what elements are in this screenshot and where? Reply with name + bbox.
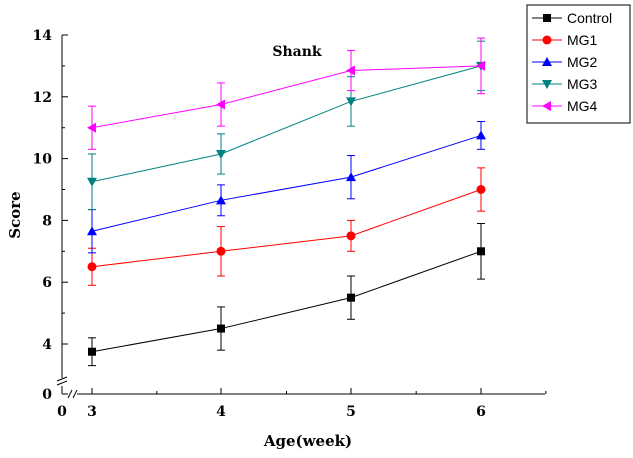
data-point-control bbox=[347, 293, 355, 302]
markers-layer bbox=[87, 60, 486, 356]
legend-item-control: Control bbox=[532, 10, 612, 26]
data-point-mg2 bbox=[87, 226, 97, 236]
data-point-control bbox=[88, 347, 96, 356]
legend-label: MG3 bbox=[567, 76, 598, 92]
legend-item-mg3: MG3 bbox=[532, 76, 598, 92]
x-tick-label: 4 bbox=[216, 404, 226, 420]
x-break-tick-label: 0 bbox=[57, 404, 67, 420]
series-lines-layer bbox=[91, 65, 482, 353]
x-tick-label: 6 bbox=[476, 404, 486, 420]
legend-label: MG2 bbox=[567, 54, 598, 70]
series-line-mg4 bbox=[91, 65, 482, 129]
data-point-mg3 bbox=[87, 177, 97, 187]
legend-label: MG1 bbox=[567, 32, 598, 48]
series-line-mg2 bbox=[91, 134, 482, 232]
series-line-mg3 bbox=[91, 65, 482, 183]
y-tick-label: 14 bbox=[33, 28, 53, 44]
y-break-tick-label: 0 bbox=[42, 387, 52, 403]
x-tick-label: 5 bbox=[346, 404, 356, 420]
x-axis-break-mark bbox=[72, 389, 78, 399]
data-point-mg4 bbox=[346, 65, 355, 76]
legend: Control MG1 MG2 MG3 MG4 bbox=[532, 10, 612, 114]
data-point-control bbox=[477, 247, 485, 256]
y-tick-label: 4 bbox=[42, 337, 52, 353]
data-point-mg4 bbox=[87, 122, 96, 133]
data-point-mg2 bbox=[476, 130, 486, 140]
data-point-control bbox=[217, 324, 225, 333]
legend-item-mg2: MG2 bbox=[532, 54, 598, 70]
y-axis-break-mark bbox=[56, 380, 68, 386]
data-point-mg3 bbox=[216, 149, 226, 159]
legend-label: Control bbox=[567, 10, 612, 26]
legend-marker-mg3 bbox=[542, 80, 552, 89]
data-point-mg3 bbox=[346, 97, 356, 107]
y-tick-label: 6 bbox=[42, 275, 52, 291]
data-point-mg4 bbox=[216, 99, 225, 110]
chart-annotation: Shank bbox=[272, 44, 322, 60]
legend-item-mg1: MG1 bbox=[532, 32, 598, 48]
y-axis-title: Score bbox=[6, 191, 24, 238]
legend-marker-mg1 bbox=[542, 35, 552, 45]
data-point-mg4 bbox=[476, 60, 485, 71]
y-tick-label: 12 bbox=[33, 90, 52, 106]
legend-marker-mg4 bbox=[542, 101, 551, 111]
data-point-mg2 bbox=[346, 172, 356, 182]
series-line-mg1 bbox=[91, 189, 482, 268]
legend-marker-mg2 bbox=[542, 57, 552, 66]
legend-marker-control bbox=[543, 14, 551, 22]
legend-label: MG4 bbox=[567, 98, 598, 114]
legend-item-mg4: MG4 bbox=[532, 98, 598, 114]
data-point-mg1 bbox=[216, 246, 226, 256]
x-axis-title: Age(week) bbox=[263, 432, 352, 450]
x-axis-break-mark bbox=[67, 389, 73, 399]
data-point-mg2 bbox=[216, 195, 226, 205]
x-ticks-layer: 3 4 5 6 bbox=[87, 388, 547, 420]
data-point-mg1 bbox=[346, 231, 356, 241]
y-ticks-layer: 4 6 8 10 12 14 bbox=[33, 28, 68, 353]
y-axis-break-mark bbox=[56, 376, 68, 382]
data-point-mg1 bbox=[476, 185, 486, 194]
x-tick-label: 3 bbox=[87, 404, 97, 420]
y-tick-label: 8 bbox=[42, 213, 52, 229]
data-point-mg1 bbox=[87, 262, 97, 272]
series-line-control bbox=[91, 250, 482, 353]
y-tick-label: 10 bbox=[33, 152, 53, 168]
